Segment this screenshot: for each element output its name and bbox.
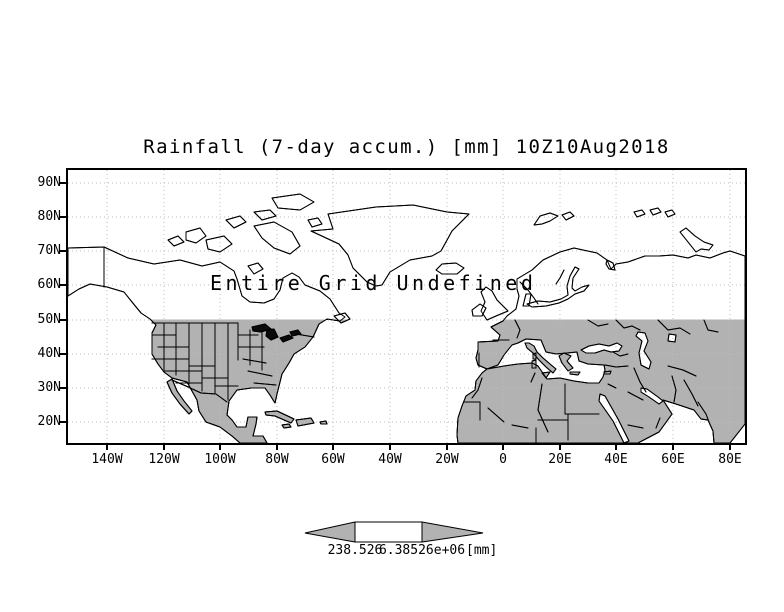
lon-tick-0 (502, 443, 504, 450)
lat-tick-label-40n: 40N (37, 346, 61, 361)
lon-tick-label-80w: 80W (265, 452, 289, 467)
lat-tick-90n (60, 182, 67, 184)
lon-tick-80e (729, 443, 731, 450)
lat-tick-label-20n: 20N (37, 414, 61, 429)
colorbar-level-high: 6.38526e+06 (378, 543, 466, 558)
lat-tick-label-60n: 60N (37, 277, 61, 292)
colorbar (304, 521, 484, 543)
lon-tick-label-80e: 80E (718, 452, 742, 467)
lat-tick-label-80n: 80N (37, 209, 61, 224)
lon-tick-label-20e: 20E (548, 452, 572, 467)
map-plot-area (66, 168, 747, 445)
lat-tick-80n (60, 216, 67, 218)
lon-tick-label-40w: 40W (378, 452, 402, 467)
lon-tick-20w (446, 443, 448, 450)
lat-tick-label-90n: 90N (37, 175, 61, 190)
lat-tick-60n (60, 284, 67, 286)
lat-tick-20n (60, 421, 67, 423)
colorbar-middle-segment (354, 521, 423, 543)
world-basemap (68, 170, 745, 443)
lon-tick-120w (163, 443, 165, 450)
lon-tick-label-20w: 20W (435, 452, 459, 467)
lon-tick-label-120w: 120W (148, 452, 180, 467)
lon-tick-label-140w: 140W (91, 452, 123, 467)
lon-tick-20e (559, 443, 561, 450)
lon-tick-60w (332, 443, 334, 450)
lon-tick-label-40e: 40E (604, 452, 628, 467)
lat-tick-label-50n: 50N (37, 312, 61, 327)
grid-undefined-message: Entire Grid Undefined (210, 271, 537, 295)
lat-tick-70n (60, 250, 67, 252)
lon-tick-label-100w: 100W (204, 452, 236, 467)
lon-tick-80w (276, 443, 278, 450)
lon-tick-label-0: 0 (499, 452, 507, 467)
plot-title: Rainfall (7-day accum.) [mm] 10Z10Aug201… (143, 136, 670, 158)
lon-tick-label-60w: 60W (321, 452, 345, 467)
lon-tick-40e (615, 443, 617, 450)
latlon-gridlines (68, 170, 745, 443)
lon-tick-40w (389, 443, 391, 450)
colorbar-left-arrow (304, 521, 356, 543)
colorbar-unit: [mm] (466, 543, 498, 558)
lon-tick-60e (672, 443, 674, 450)
lat-tick-50n (60, 319, 67, 321)
lat-tick-30n (60, 387, 67, 389)
colorbar-right-arrow (421, 521, 484, 543)
lon-tick-140w (106, 443, 108, 450)
lon-tick-100w (219, 443, 221, 450)
lon-tick-label-60e: 60E (661, 452, 685, 467)
lat-tick-label-30n: 30N (37, 380, 61, 395)
lat-tick-label-70n: 70N (37, 243, 61, 258)
lat-tick-40n (60, 353, 67, 355)
colorbar-level-low: 238.526 (327, 543, 383, 558)
